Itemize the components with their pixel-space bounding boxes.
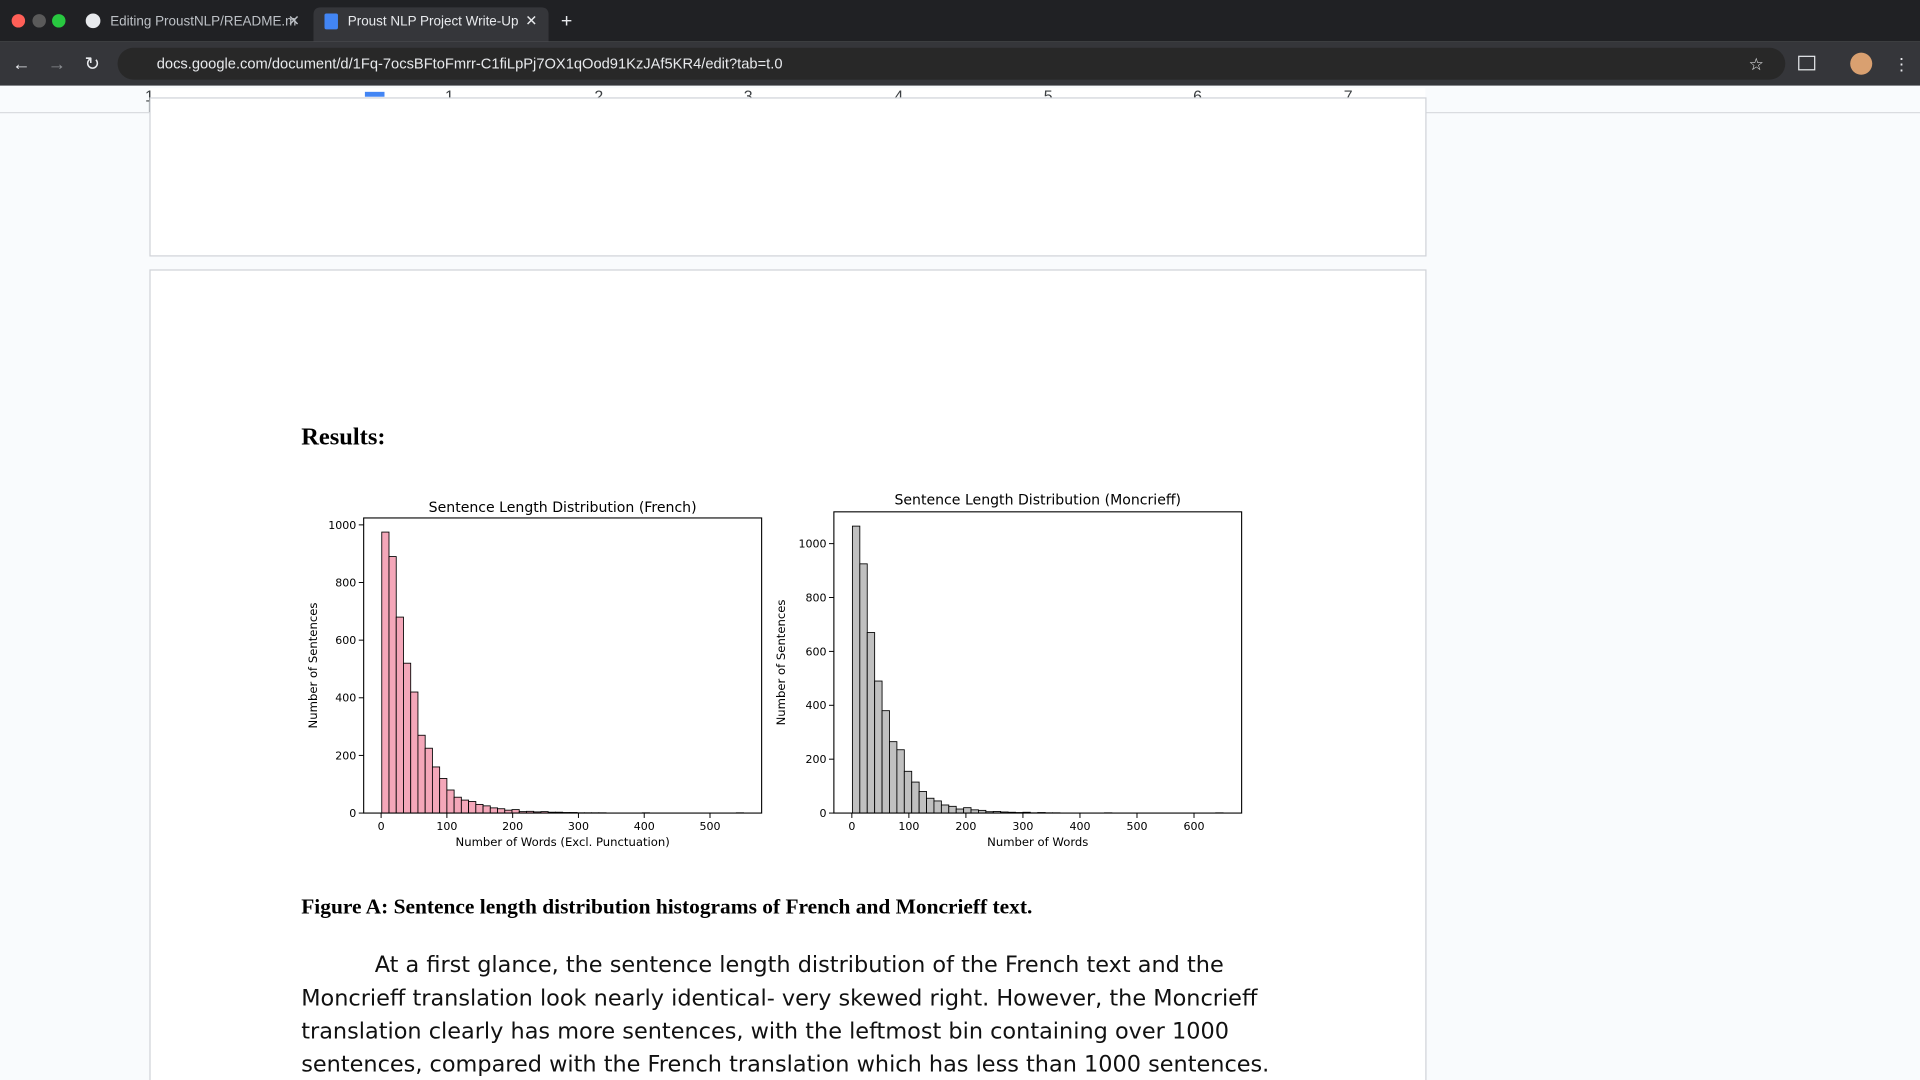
new-tab[interactable]: + [561, 10, 572, 32]
y-tick-label: 1000 [798, 538, 826, 551]
page-1 [150, 98, 1426, 256]
histogram-bar [447, 790, 454, 813]
histogram-bar [396, 617, 403, 813]
histogram-bar [382, 532, 389, 813]
histogram-bar [875, 681, 882, 813]
histogram-bar [476, 804, 483, 813]
histogram-bar [454, 797, 461, 813]
histogram-bar [852, 526, 859, 813]
y-tick-label: 400 [335, 692, 356, 705]
histogram-bar [483, 806, 490, 813]
tab-title: Editing ProustNLP/README.m [110, 14, 296, 29]
histogram-bar [889, 742, 896, 813]
histogram-bar [389, 557, 396, 813]
histogram-bar [904, 771, 911, 813]
x-tick-label: 500 [699, 820, 720, 833]
back-button[interactable]: ← [12, 53, 30, 74]
x-tick-label: 300 [568, 820, 589, 833]
reload-button[interactable]: ↻ [84, 53, 99, 74]
tab-icon [86, 13, 101, 28]
histogram-bar [927, 798, 934, 813]
x-tick-label: 400 [1069, 820, 1090, 833]
docs-icon [324, 13, 337, 29]
histogram-bar [418, 735, 425, 813]
histogram-bar [934, 801, 941, 813]
x-tick-label: 100 [436, 820, 457, 833]
minimize-window[interactable] [32, 14, 45, 27]
y-tick-label: 0 [349, 807, 356, 820]
chart-french: 0 100 200 300 400 500 0 200 400 600 800 1000 Sentenc… [306, 500, 761, 849]
histogram-bar [867, 633, 874, 814]
histogram-bar [964, 808, 971, 813]
histogram-bar [897, 750, 904, 813]
histogram-bar [912, 782, 919, 813]
x-tick-label: 0 [848, 820, 855, 833]
first-line-indent[interactable] [365, 92, 385, 97]
y-tick-label: 800 [335, 576, 356, 589]
tab-close[interactable]: ✕ [525, 14, 537, 30]
url: docs.google.com/document/d/1Fq-7ocsBFtoF… [157, 57, 783, 73]
tab[interactable]: Editing ProustNLP/README.m ✕ [86, 13, 300, 29]
x-tick-label: 600 [1183, 820, 1204, 833]
histogram-bar [440, 778, 447, 813]
histogram-bar [469, 802, 476, 814]
histogram-bar [411, 692, 418, 813]
figure-caption: Figure A: Sentence length distribution h… [301, 894, 1032, 918]
tab-close[interactable]: ✕ [288, 14, 300, 30]
y-tick-label: 400 [805, 699, 826, 712]
y-tick-label: 600 [805, 645, 826, 658]
histogram-bar [461, 800, 468, 813]
forward-button[interactable]: → [48, 53, 66, 74]
x-tick-label: 400 [634, 820, 655, 833]
histogram-bar [425, 748, 432, 813]
y-tick-label: 800 [805, 591, 826, 604]
paragraph: At a first glance, the sentence length d… [301, 949, 1281, 1080]
zoom-window[interactable] [52, 14, 65, 27]
histogram-bar [956, 809, 963, 813]
y-axis-label: Number of Sentences [306, 603, 320, 729]
x-tick-label: 100 [898, 820, 919, 833]
y-tick-label: 0 [820, 807, 827, 820]
histogram-bar [941, 805, 948, 813]
menu-button[interactable]: ⋮ [1893, 54, 1910, 74]
x-tick-label: 200 [955, 820, 976, 833]
histogram-bar [498, 809, 505, 813]
histogram-bar [432, 767, 439, 813]
y-axis-label: Number of Sentences [774, 600, 788, 726]
close-window[interactable] [12, 14, 25, 27]
y-tick-label: 1000 [328, 519, 356, 532]
chart-title: Sentence Length Distribution (Moncrieff) [894, 492, 1181, 508]
heading: Results: [301, 423, 385, 450]
x-axis-label: Number of Words (Excl. Punctuation) [456, 835, 670, 849]
chart-moncrieff: 0 100 200 300 400 500 600 0 200 400 600 800 1000 Sent… [774, 492, 1242, 849]
paragraph-box: At a first glance, the sentence length d… [301, 949, 1281, 1080]
x-axis-label: Number of Words [987, 835, 1088, 849]
x-tick-label: 0 [378, 820, 385, 833]
chart-title: Sentence Length Distribution (French) [429, 500, 697, 516]
bookmark-star[interactable]: ☆ [1749, 54, 1764, 74]
tab-title: Proust NLP Project Write-Up [348, 14, 519, 29]
y-tick-label: 200 [805, 753, 826, 766]
histogram-bar [882, 711, 889, 813]
y-tick-label: 600 [335, 634, 356, 647]
histogram-bar [403, 663, 410, 813]
x-tick-label: 200 [502, 820, 523, 833]
profile-avatar[interactable] [1850, 53, 1872, 75]
histogram-bar [919, 792, 926, 814]
y-tick-label: 200 [335, 749, 356, 762]
histogram-bar [860, 564, 867, 813]
histogram-bar [490, 808, 497, 813]
x-tick-label: 500 [1126, 820, 1147, 833]
x-tick-label: 300 [1012, 820, 1033, 833]
histogram-bar [949, 806, 956, 813]
